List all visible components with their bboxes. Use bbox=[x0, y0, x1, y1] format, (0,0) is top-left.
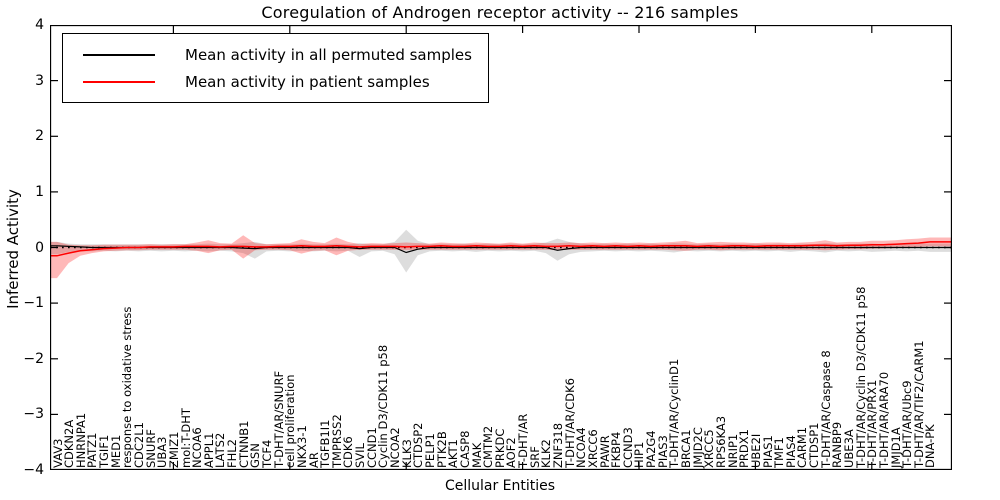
chart-title: Coregulation of Androgen receptor activi… bbox=[261, 3, 739, 22]
legend-label-permuted: Mean activity in all permuted samples bbox=[185, 45, 472, 64]
legend-line-patient-icon bbox=[83, 80, 155, 83]
axes-frame bbox=[50, 25, 952, 470]
y-tick-label: 2 bbox=[35, 128, 44, 145]
legend-label-patient: Mean activity in patient samples bbox=[185, 72, 430, 91]
y-tick-label: −1 bbox=[23, 295, 44, 312]
y-tick-label: −2 bbox=[23, 350, 44, 367]
legend-line-permuted-icon bbox=[83, 53, 155, 56]
y-tick-label: −4 bbox=[23, 462, 44, 478]
y-axis-title: Inferred Activity bbox=[4, 189, 22, 309]
patient-band bbox=[50, 235, 952, 279]
y-tick-label: 3 bbox=[35, 72, 44, 89]
patient-mean-line bbox=[50, 241, 952, 257]
y-tick-label: 1 bbox=[35, 183, 44, 200]
legend-entry-permuted: Mean activity in all permuted samples bbox=[73, 41, 472, 68]
plot-area bbox=[50, 25, 952, 470]
legend: Mean activity in all permuted samples Me… bbox=[62, 33, 489, 103]
y-tick-label: −3 bbox=[23, 406, 44, 423]
permuted-band bbox=[50, 229, 952, 273]
y-tick-label: 0 bbox=[35, 239, 44, 256]
chart-canvas bbox=[50, 25, 952, 470]
permuted-mean-line bbox=[50, 245, 952, 254]
y-tick-label: 4 bbox=[35, 17, 44, 33]
legend-entry-patient: Mean activity in patient samples bbox=[73, 68, 472, 95]
x-tick-label: DNA-PK bbox=[923, 424, 938, 468]
x-axis-title: Cellular Entities bbox=[444, 478, 556, 494]
